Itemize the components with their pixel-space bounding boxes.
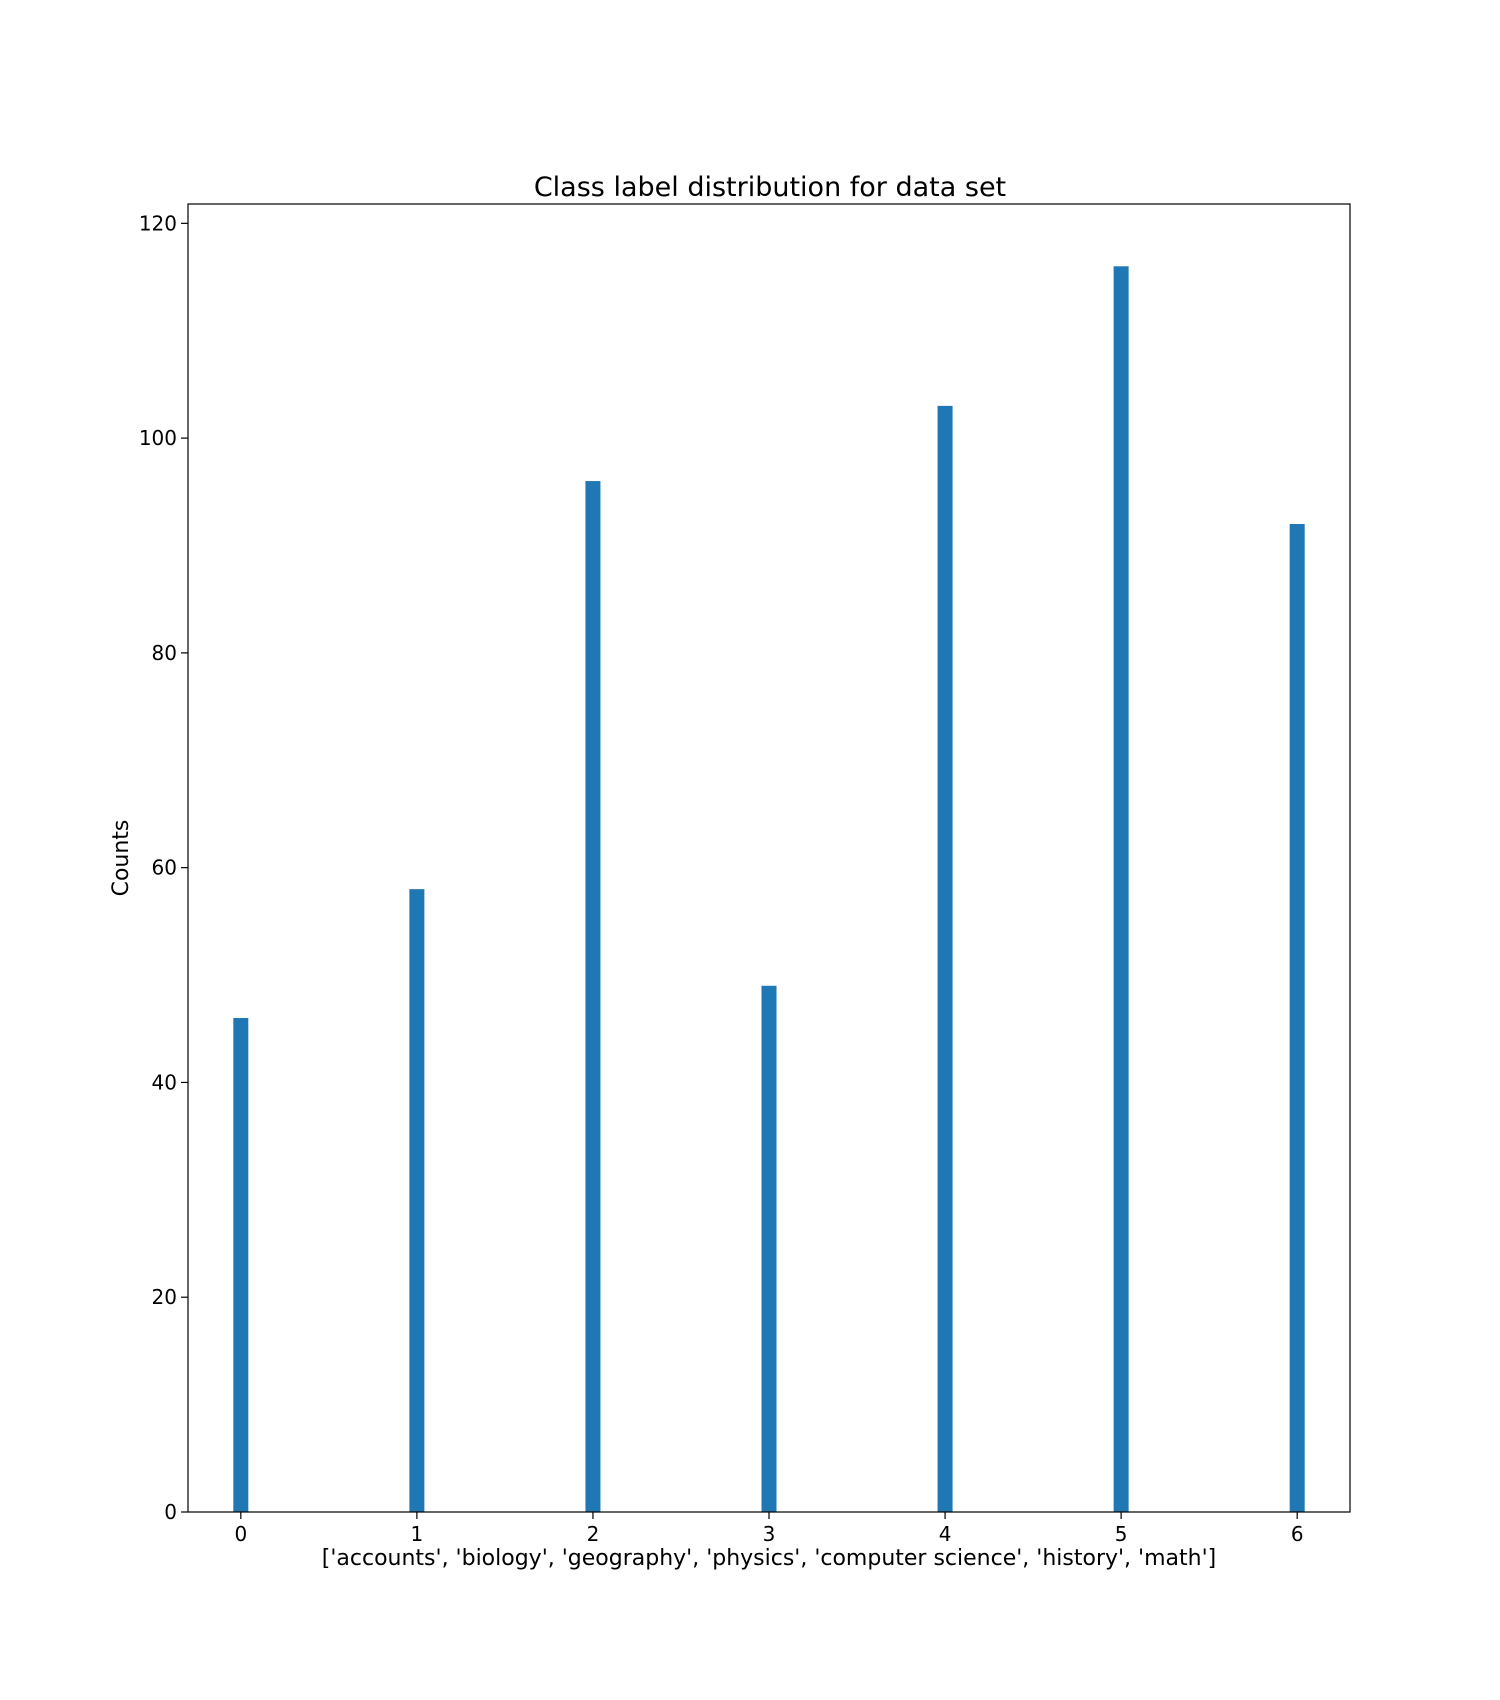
bar-5 <box>1113 266 1129 1513</box>
y-axis-ticks: 0 20 40 60 80 100 120 <box>139 211 188 1524</box>
y-tick-label-5: 100 <box>139 426 177 450</box>
x-axis-label: ['accounts', 'biology', 'geography', 'ph… <box>322 1546 1216 1571</box>
x-tick-label-1: 1 <box>411 1522 424 1546</box>
y-tick-label-3: 60 <box>152 856 177 880</box>
bar-0 <box>233 1018 249 1512</box>
x-tick-label-3: 3 <box>763 1522 776 1546</box>
bar-3 <box>761 985 777 1512</box>
bars-group <box>233 266 1305 1513</box>
chart-title: Class label distribution for data set <box>534 172 1006 203</box>
x-tick-label-6: 6 <box>1291 1522 1304 1546</box>
y-axis-label: Counts <box>109 820 134 897</box>
bar-6 <box>1289 524 1305 1512</box>
y-tick-label-1: 20 <box>152 1285 177 1309</box>
x-tick-label-5: 5 <box>1115 1522 1128 1546</box>
bar-4 <box>937 405 953 1513</box>
x-axis-ticks: 0 1 2 3 4 5 6 <box>234 1512 1304 1546</box>
y-tick-label-4: 80 <box>152 641 177 665</box>
x-tick-label-2: 2 <box>587 1522 600 1546</box>
y-tick-label-0: 0 <box>164 1500 177 1524</box>
y-tick-label-6: 120 <box>139 211 177 235</box>
x-tick-label-4: 4 <box>939 1522 952 1546</box>
bar-1 <box>409 889 425 1512</box>
y-tick-label-2: 40 <box>152 1070 177 1094</box>
x-tick-label-0: 0 <box>234 1522 247 1546</box>
bar-2 <box>585 481 601 1513</box>
